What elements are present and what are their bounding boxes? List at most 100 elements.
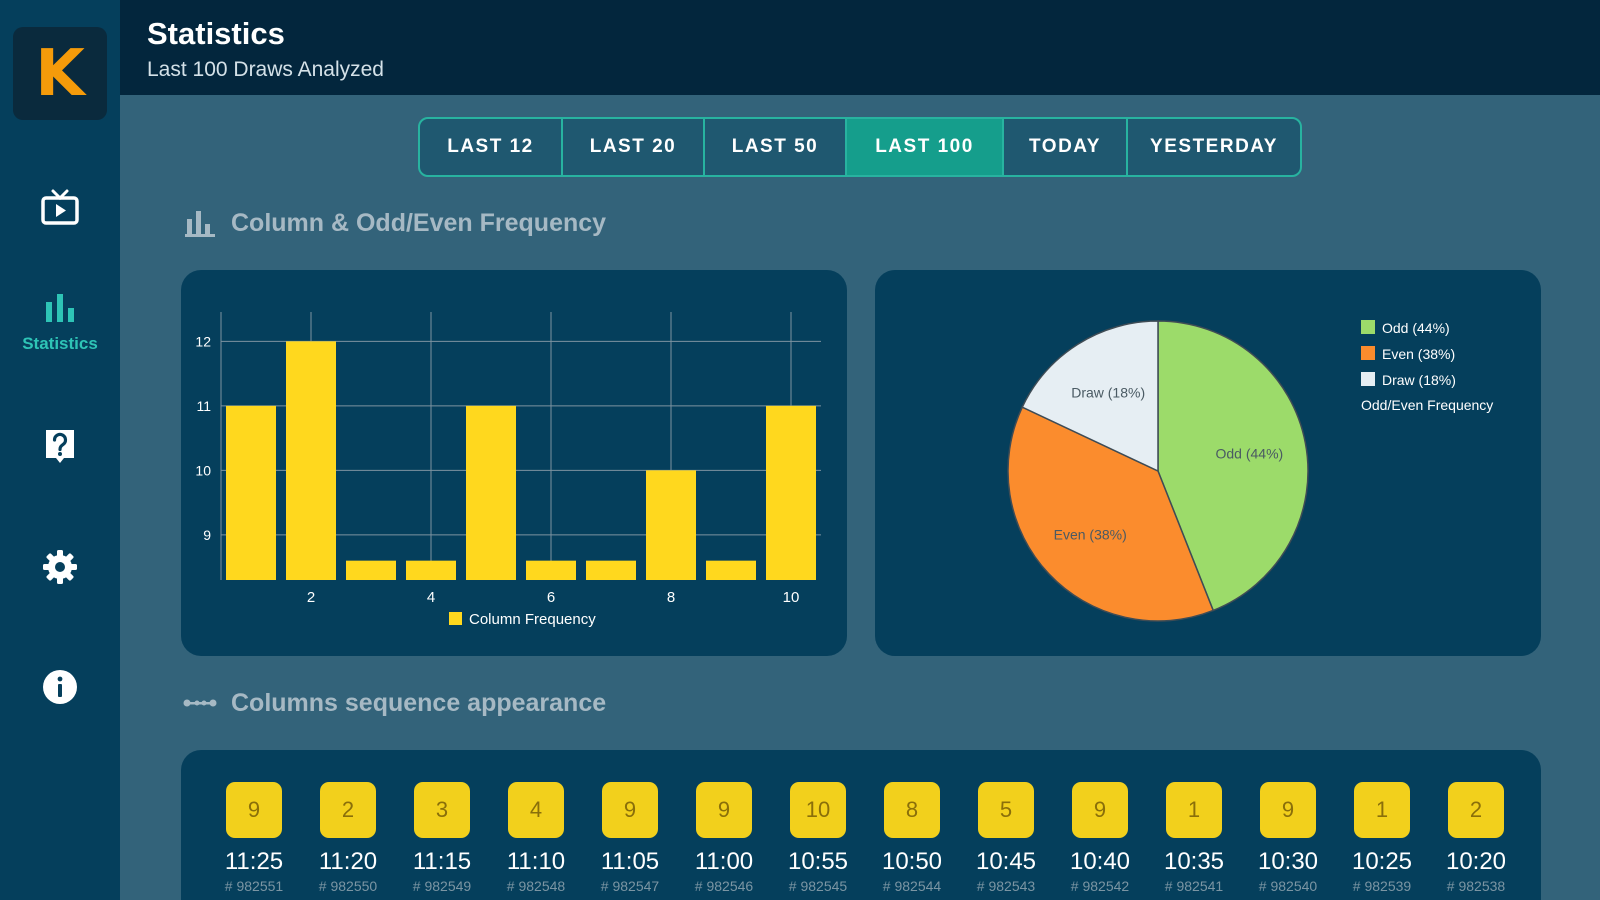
tab-last-12[interactable]: LAST 12 bbox=[420, 119, 563, 175]
bar-column-7 bbox=[586, 560, 636, 580]
draw-time: 10:25 bbox=[1351, 848, 1413, 875]
legend-label: Odd (44%) bbox=[1382, 320, 1450, 336]
sequence-item[interactable]: 2 11:20 # 982550 bbox=[301, 782, 395, 894]
y-tick-label: 11 bbox=[196, 398, 211, 414]
bar-column-5 bbox=[466, 405, 516, 580]
draw-time: 11:20 bbox=[318, 848, 378, 875]
page-subtitle: Last 100 Draws Analyzed bbox=[147, 58, 384, 81]
pie-slice-odd bbox=[1157, 320, 1309, 612]
odd-even-card: Odd (44%) Even (38%) Draw (18%) Odd (44%) Ev… bbox=[875, 270, 1541, 656]
draw-id: # 982550 bbox=[318, 878, 378, 894]
column-badge: 1 bbox=[1166, 782, 1222, 838]
pie-slice-label: Draw (18%) bbox=[1071, 384, 1145, 400]
column-badge: 3 bbox=[414, 782, 470, 838]
draw-time: 10:35 bbox=[1163, 848, 1225, 875]
draw-time: 11:25 bbox=[224, 848, 284, 875]
x-tick-label: 4 bbox=[427, 589, 435, 606]
draw-id: # 982538 bbox=[1446, 878, 1506, 894]
column-badge: 1 bbox=[1354, 782, 1410, 838]
sidebar: K Statistics bbox=[0, 0, 120, 900]
tab-last-20[interactable]: LAST 20 bbox=[563, 119, 705, 175]
bar-column-4 bbox=[406, 560, 456, 580]
sequence-item[interactable]: 1 10:25 # 982539 bbox=[1335, 782, 1429, 894]
bar-column-2 bbox=[286, 341, 336, 580]
column-badge: 10 bbox=[790, 782, 846, 838]
column-badge: 9 bbox=[696, 782, 752, 838]
sequence-item[interactable]: 8 10:50 # 982544 bbox=[865, 782, 959, 894]
bar-chart-icon bbox=[46, 294, 74, 322]
y-tick-label: 9 bbox=[203, 527, 211, 543]
column-badge: 9 bbox=[1072, 782, 1128, 838]
draw-id: # 982548 bbox=[506, 878, 566, 894]
sidebar-item-settings[interactable] bbox=[0, 548, 120, 586]
legend-label: Column Frequency bbox=[469, 611, 596, 628]
gear-icon bbox=[43, 550, 77, 584]
column-badge: 9 bbox=[226, 782, 282, 838]
sidebar-item-info[interactable] bbox=[0, 668, 120, 706]
legend-label: Draw (18%) bbox=[1382, 372, 1456, 388]
column-badge: 4 bbox=[508, 782, 564, 838]
header: Statistics Last 100 Draws Analyzed bbox=[120, 0, 1600, 95]
section-title-text: Column & Odd/Even Frequency bbox=[231, 208, 607, 237]
y-tick-label: 12 bbox=[195, 333, 211, 349]
sequence-item[interactable]: 9 10:40 # 982542 bbox=[1053, 782, 1147, 894]
app-logo[interactable]: K bbox=[13, 27, 107, 120]
draw-id: # 982551 bbox=[224, 878, 284, 894]
sidebar-item-help[interactable] bbox=[0, 426, 120, 466]
sidebar-item-statistics[interactable]: Statistics bbox=[0, 292, 120, 354]
draw-id: # 982549 bbox=[412, 878, 472, 894]
pie-slice-label: Odd (44%) bbox=[1216, 446, 1284, 462]
column-badge: 9 bbox=[602, 782, 658, 838]
sequence-icon bbox=[183, 688, 217, 718]
legend-swatch bbox=[1361, 320, 1375, 334]
page-title: Statistics bbox=[147, 16, 285, 51]
draw-time: 11:05 bbox=[600, 848, 660, 875]
sequence-section-title: Columns sequence appearance bbox=[183, 688, 606, 718]
draw-id: # 982544 bbox=[882, 878, 942, 894]
bar-column-9 bbox=[706, 560, 756, 580]
tab-today[interactable]: TODAY bbox=[1004, 119, 1128, 175]
x-tick-label: 8 bbox=[667, 589, 675, 606]
bar-column-1 bbox=[226, 405, 276, 580]
sequence-item[interactable]: 2 10:20 # 982538 bbox=[1429, 782, 1523, 894]
tab-last-100[interactable]: LAST 100 bbox=[847, 119, 1004, 175]
sequence-item[interactable]: 4 11:10 # 982548 bbox=[489, 782, 583, 894]
legend-swatch bbox=[449, 612, 462, 625]
column-badge: 9 bbox=[1260, 782, 1316, 838]
sidebar-item-tv[interactable] bbox=[0, 188, 120, 226]
legend-label: Even (38%) bbox=[1382, 346, 1455, 362]
column-badge: 2 bbox=[320, 782, 376, 838]
legend-swatch bbox=[1361, 372, 1375, 386]
sequence-item[interactable]: 10 10:55 # 982545 bbox=[771, 782, 865, 894]
draw-id: # 982546 bbox=[694, 878, 754, 894]
column-badge: 2 bbox=[1448, 782, 1504, 838]
sequence-item[interactable]: 1 10:35 # 982541 bbox=[1147, 782, 1241, 894]
sequence-item[interactable]: 5 10:45 # 982543 bbox=[959, 782, 1053, 894]
sequence-item[interactable]: 3 11:15 # 982549 bbox=[395, 782, 489, 894]
draw-id: # 982539 bbox=[1352, 878, 1412, 894]
tab-yesterday[interactable]: YESTERDAY bbox=[1150, 136, 1278, 157]
bar-column-3 bbox=[346, 560, 396, 580]
draw-time: 10:45 bbox=[975, 848, 1037, 875]
draw-id: # 982540 bbox=[1258, 878, 1318, 894]
draw-id: # 982542 bbox=[1070, 878, 1130, 894]
sequence-item[interactable]: 9 11:25 # 982551 bbox=[207, 782, 301, 894]
bar-column-8 bbox=[646, 470, 696, 580]
bar-chart-icon bbox=[183, 208, 217, 238]
draw-id: # 982541 bbox=[1164, 878, 1224, 894]
period-tabs: LAST 12 LAST 20 LAST 50 LAST 100 TODAY Y… bbox=[418, 117, 1302, 177]
sequence-item[interactable]: 9 11:05 # 982547 bbox=[583, 782, 677, 894]
sequence-item[interactable]: 9 11:00 # 982546 bbox=[677, 782, 771, 894]
bar-column-10 bbox=[766, 405, 816, 580]
draw-time: 10:40 bbox=[1069, 848, 1131, 875]
sequence-item[interactable]: 9 10:30 # 982540 bbox=[1241, 782, 1335, 894]
draw-time: 10:55 bbox=[787, 848, 849, 875]
x-tick-label: 6 bbox=[547, 589, 555, 606]
bar-column-6 bbox=[526, 560, 576, 580]
draw-time: 10:20 bbox=[1445, 848, 1507, 875]
help-icon bbox=[46, 430, 74, 463]
draw-id: # 982543 bbox=[976, 878, 1036, 894]
draw-time: 11:10 bbox=[506, 848, 566, 875]
info-icon bbox=[43, 670, 77, 704]
tab-last-50[interactable]: LAST 50 bbox=[705, 119, 847, 175]
